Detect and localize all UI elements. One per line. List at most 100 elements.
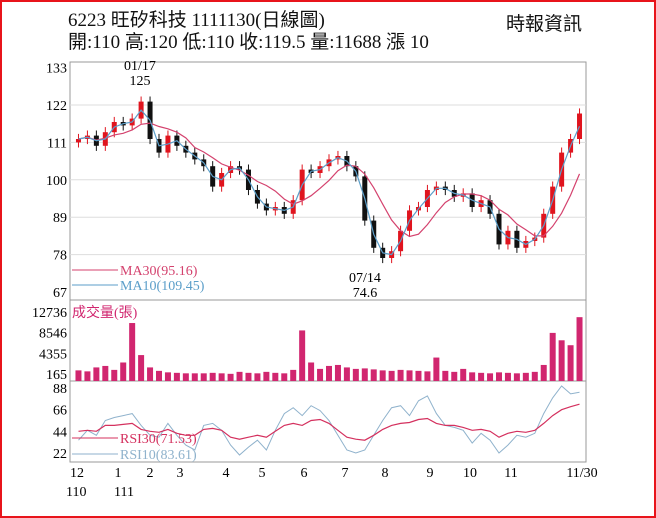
volume-bar xyxy=(496,372,502,381)
x-tick-label: 12 xyxy=(70,466,84,481)
volume-bar xyxy=(326,365,332,381)
volume-bar xyxy=(487,373,494,381)
volume-bar xyxy=(513,373,520,381)
volume-bar xyxy=(173,372,180,381)
price-tick-label: 111 xyxy=(47,136,67,151)
volume-bar xyxy=(504,372,511,381)
x-tick-label: 7 xyxy=(342,466,349,481)
rsi30-line xyxy=(78,403,580,441)
legend-rsi30: RSI30(71.53) xyxy=(120,432,197,447)
x-tick-label: 3 xyxy=(177,466,184,481)
volume-bar xyxy=(209,372,216,381)
x-tick-label: 11 xyxy=(504,466,517,481)
x-tick-label: 1 xyxy=(115,466,122,481)
volume-bar xyxy=(478,372,485,381)
volume-bar xyxy=(182,373,189,381)
x-tick-label: 4 xyxy=(223,466,230,481)
volume-bar xyxy=(540,364,547,381)
price-tick-label: 122 xyxy=(46,99,67,114)
volume-bar xyxy=(75,370,82,381)
rsi-tick-label: 22 xyxy=(53,447,67,462)
volume-bar xyxy=(200,373,207,381)
volume-tick-label: 4355 xyxy=(39,347,67,362)
volume-tick-label: 8546 xyxy=(39,327,67,342)
volume-bar xyxy=(227,373,234,381)
volume-bar xyxy=(334,364,341,381)
price-tick-label: 89 xyxy=(53,211,67,226)
ma30-line xyxy=(78,122,581,238)
x-tick-label: 2 xyxy=(147,466,154,481)
legend-ma10: MA10(109.45) xyxy=(120,279,205,294)
x-tick-label: 8 xyxy=(382,466,389,481)
rsi-tick-label: 66 xyxy=(53,404,67,419)
price-tick-label: 100 xyxy=(46,174,67,189)
volume-bar xyxy=(272,372,279,381)
volume-bar xyxy=(308,362,315,381)
x-tick-label: 9 xyxy=(427,466,434,481)
price-tick-label: 78 xyxy=(53,249,67,264)
x-year-label: 110 xyxy=(66,485,86,500)
volume-bar xyxy=(549,332,556,381)
volume-bar xyxy=(84,371,91,381)
volume-bar xyxy=(254,373,261,381)
volume-bar xyxy=(236,371,243,381)
rsi10-line xyxy=(78,385,580,456)
volume-bar xyxy=(451,371,458,381)
volume-bar xyxy=(93,367,100,381)
volume-bar xyxy=(558,340,565,381)
volume-bar xyxy=(469,372,476,381)
x-tick-label: 11/30 xyxy=(566,466,597,481)
volume-bar xyxy=(317,368,324,381)
x-tick-label: 5 xyxy=(259,466,266,481)
volume-bar xyxy=(433,357,440,381)
volume-bar xyxy=(138,355,145,381)
chart-title: 6223 旺矽科技 1111130(日線圖) xyxy=(68,10,325,31)
volume-bar xyxy=(522,372,529,381)
annotation-high-date: 01/17 xyxy=(124,59,156,74)
volume-bar xyxy=(111,369,118,381)
volume-bar xyxy=(343,367,350,381)
volume-bar xyxy=(531,371,538,381)
price-tick-label: 67 xyxy=(53,286,67,301)
volume-bar xyxy=(281,373,288,381)
annotation-high-value: 125 xyxy=(130,74,151,89)
volume-bar xyxy=(120,362,127,381)
volume-bar xyxy=(424,371,431,381)
volume-bar xyxy=(299,330,306,381)
price-summary: 開:110 高:120 低:110 收:119.5 量:11688 漲 10 xyxy=(68,32,429,53)
volume-bar xyxy=(156,370,162,381)
volume-bar xyxy=(567,345,574,381)
volume-bar xyxy=(129,323,136,381)
volume-title: 成交量(張) xyxy=(72,304,138,321)
volume-bar xyxy=(147,367,154,381)
volume-bar xyxy=(102,365,109,381)
rsi-tick-label: 88 xyxy=(53,382,67,397)
volume-bar xyxy=(370,369,377,381)
volume-bar xyxy=(263,371,270,381)
volume-bar xyxy=(460,368,467,381)
volume-bar xyxy=(218,373,225,381)
volume-bar xyxy=(388,370,395,381)
volume-bar xyxy=(397,369,404,381)
x-tick-label: 10 xyxy=(463,466,477,481)
volume-bar xyxy=(191,373,198,381)
annotation-low-value: 74.6 xyxy=(353,286,378,301)
ma10-line xyxy=(78,109,581,256)
candle-body xyxy=(577,113,583,139)
rsi-tick-label: 44 xyxy=(53,425,67,440)
source-label: 時報資訊 xyxy=(506,14,583,35)
legend-ma30: MA30(95.16) xyxy=(120,264,198,279)
x-year-label: 111 xyxy=(114,485,134,500)
volume-bar xyxy=(379,370,386,381)
volume-bar xyxy=(576,317,583,381)
volume-bar xyxy=(245,372,252,381)
legend-rsi10: RSI10(83.61) xyxy=(120,448,197,463)
volume-bar xyxy=(415,370,422,381)
volume-bar xyxy=(361,368,368,381)
x-tick-label: 6 xyxy=(301,466,308,481)
annotation-low-date: 07/14 xyxy=(349,271,381,286)
volume-bar xyxy=(164,372,171,381)
volume-bar xyxy=(442,370,449,381)
candle-body xyxy=(75,139,81,143)
